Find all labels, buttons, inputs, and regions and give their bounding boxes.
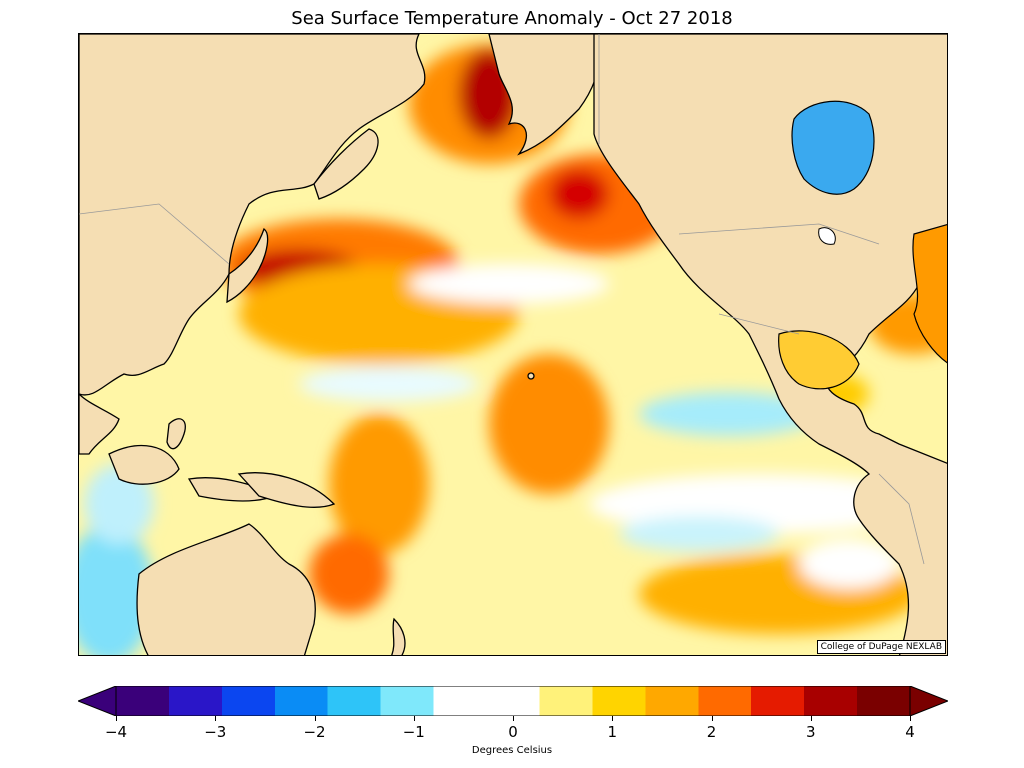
- australia-landmass: [136, 523, 316, 655]
- colorbar-tick: [215, 716, 217, 721]
- us-mexico-border: [718, 313, 800, 335]
- colorbar-tick-label: 2: [706, 723, 717, 741]
- colorbar-tick-label: 1: [607, 723, 618, 741]
- cool-anomaly-equatorial: [619, 516, 779, 552]
- colorbar-max-extend: [909, 686, 948, 716]
- land-masses: [79, 34, 947, 655]
- neutral-band-subtropic: [299, 366, 479, 402]
- colorbar-tick: [711, 716, 713, 721]
- asia-landmass: [79, 34, 426, 396]
- colorbar: [78, 686, 948, 716]
- gulf-of-mexico: [778, 330, 860, 390]
- south-america-borders: [878, 473, 925, 565]
- asia-borders: [79, 203, 230, 265]
- new-zealand-islands: [391, 617, 406, 655]
- colorbar-min-extend: [78, 686, 117, 716]
- colorbar-tick-label: 0: [508, 723, 518, 741]
- southeast-asia-landmass: [79, 393, 120, 455]
- cool-anomaly-east: [639, 392, 819, 436]
- map-panel: College of DuPage NEXLAB: [78, 33, 948, 656]
- kamchatka-peninsula: [313, 128, 379, 200]
- colorbar-tick-label: −4: [104, 723, 128, 741]
- warm-anomaly-gulf-core: [549, 169, 609, 219]
- colorbar-tick: [612, 716, 614, 721]
- warm-anomaly-southwest: [329, 414, 429, 554]
- colorbar-tick: [910, 716, 911, 721]
- colorbar-tick: [413, 716, 415, 721]
- country-borders: [79, 34, 925, 565]
- colorbar-tick-label: −3: [204, 723, 227, 741]
- colorbar-tick: [810, 716, 812, 721]
- colorbar-tick-label: 3: [805, 723, 816, 741]
- colorbar-tick-label: −1: [402, 723, 425, 741]
- colorbar-body: [115, 686, 911, 716]
- colorbar-tick-label: −2: [303, 723, 326, 741]
- borneo-island: [108, 444, 180, 485]
- new-guinea-island: [237, 472, 336, 508]
- credit-label: College of DuPage NEXLAB: [816, 640, 946, 654]
- colorbar-tick: [116, 716, 117, 721]
- north-america-landmass: [593, 34, 947, 655]
- hawaii-islands: [527, 372, 535, 380]
- sst-anomaly-map: College of DuPage NEXLAB: [79, 34, 947, 655]
- colorbar-tick: [314, 716, 316, 721]
- colorbar-tick: [513, 716, 514, 721]
- colorbar-caption: Degrees Celsius: [471, 745, 553, 756]
- cool-anomaly-indian-ocean: [79, 524, 154, 655]
- map-title: Sea Surface Temperature Anomaly - Oct 27…: [291, 8, 733, 29]
- japan-islands: [226, 227, 269, 304]
- us-canada-border: [678, 223, 880, 245]
- atlantic-ocean: [912, 223, 947, 364]
- neutral-band-north: [409, 264, 609, 304]
- colorbar-tick-label: 4: [905, 723, 915, 741]
- hudson-bay: [791, 100, 875, 195]
- philippines-islands: [166, 418, 186, 450]
- neutral-anomaly-peru: [799, 539, 899, 589]
- great-lakes: [818, 227, 836, 245]
- colorbar-ticks: −4 −3 −2 −1 0 1 2 3 4: [0, 716, 1024, 746]
- warm-anomaly-coral-sea: [309, 534, 389, 614]
- warm-anomaly-central: [489, 354, 609, 494]
